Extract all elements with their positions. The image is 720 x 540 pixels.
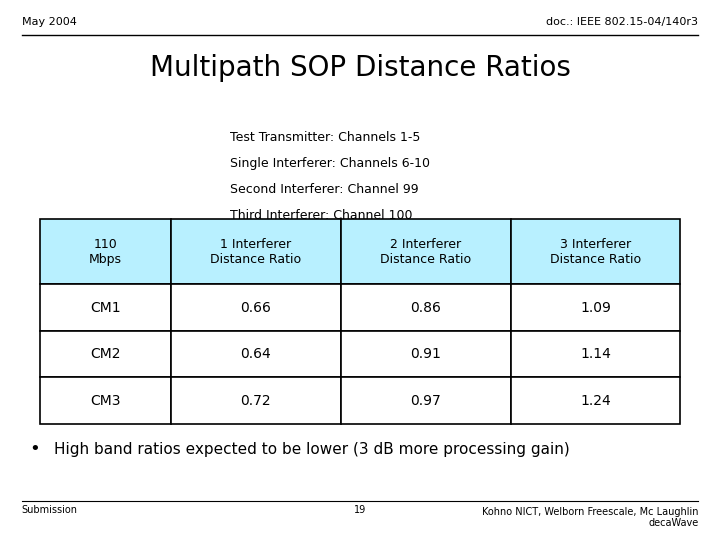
Bar	[171, 331, 341, 377]
Bar	[40, 377, 171, 424]
Bar	[510, 219, 680, 285]
Text: CM1: CM1	[90, 301, 120, 315]
Text: 0.66: 0.66	[240, 301, 271, 315]
Text: 2 Interferer
Distance Ratio: 2 Interferer Distance Ratio	[380, 238, 472, 266]
Text: 0.91: 0.91	[410, 347, 441, 361]
Bar	[341, 377, 510, 424]
Text: doc.: IEEE 802.15-04/140r3: doc.: IEEE 802.15-04/140r3	[546, 17, 698, 27]
Bar	[510, 377, 680, 424]
Text: Kohno NICT, Welborn Freescale, Mc Laughlin
decaWave: Kohno NICT, Welborn Freescale, Mc Laughl…	[482, 507, 698, 528]
Text: 1.24: 1.24	[580, 394, 611, 408]
Text: Single Interferer: Channels 6-10: Single Interferer: Channels 6-10	[230, 157, 431, 170]
Bar	[341, 331, 510, 377]
Bar	[341, 219, 510, 285]
Bar	[510, 285, 680, 331]
Text: 19: 19	[354, 505, 366, 515]
Text: Second Interferer: Channel 99: Second Interferer: Channel 99	[230, 183, 419, 196]
Text: 0.72: 0.72	[240, 394, 271, 408]
Bar	[341, 285, 510, 331]
Bar	[40, 219, 171, 285]
Text: 0.97: 0.97	[410, 394, 441, 408]
Bar	[171, 219, 341, 285]
Text: Test Transmitter: Channels 1-5: Test Transmitter: Channels 1-5	[230, 131, 420, 144]
Bar	[510, 331, 680, 377]
Bar	[171, 377, 341, 424]
Text: CM3: CM3	[90, 394, 120, 408]
Text: 1.14: 1.14	[580, 347, 611, 361]
Text: 3 Interferer
Distance Ratio: 3 Interferer Distance Ratio	[550, 238, 641, 266]
Text: May 2004: May 2004	[22, 17, 76, 27]
Text: 0.86: 0.86	[410, 301, 441, 315]
Text: CM2: CM2	[90, 347, 120, 361]
Text: Third Interferer: Channel 100: Third Interferer: Channel 100	[230, 209, 413, 222]
Text: 1.09: 1.09	[580, 301, 611, 315]
Text: 0.64: 0.64	[240, 347, 271, 361]
Text: Multipath SOP Distance Ratios: Multipath SOP Distance Ratios	[150, 53, 570, 82]
Text: •: •	[29, 440, 40, 458]
Text: 110
Mbps: 110 Mbps	[89, 238, 122, 266]
Text: 1 Interferer
Distance Ratio: 1 Interferer Distance Ratio	[210, 238, 302, 266]
Text: High band ratios expected to be lower (3 dB more processing gain): High band ratios expected to be lower (3…	[54, 442, 570, 457]
Bar	[171, 285, 341, 331]
Bar	[40, 285, 171, 331]
Text: Submission: Submission	[22, 505, 78, 515]
Bar	[40, 331, 171, 377]
